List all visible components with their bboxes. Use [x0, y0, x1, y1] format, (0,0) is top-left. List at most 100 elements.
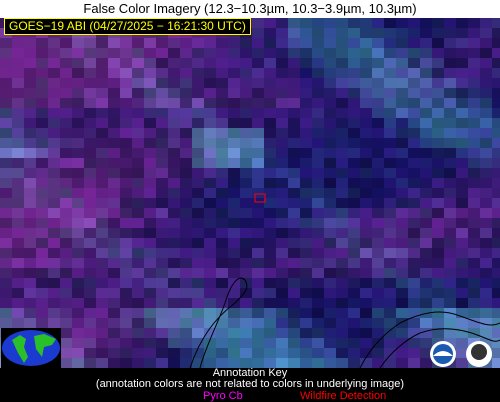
- pixel-block: [12, 78, 24, 88]
- pixel-block: [48, 98, 60, 108]
- pixel-block: [372, 88, 384, 98]
- pixel-block: [228, 78, 240, 88]
- pixel-block: [144, 88, 156, 98]
- pixel-block: [384, 128, 396, 138]
- pixel-block: [132, 298, 144, 308]
- pixel-block: [348, 58, 360, 68]
- pixel-block: [228, 238, 240, 248]
- pixel-block: [336, 318, 348, 328]
- pixel-block: [264, 328, 276, 338]
- pixel-block: [156, 178, 168, 188]
- cimss-center: [471, 344, 487, 360]
- pixel-block: [396, 58, 408, 68]
- pixel-block: [300, 168, 312, 178]
- pixel-block: [432, 328, 444, 338]
- pixel-block: [300, 218, 312, 228]
- pixel-block: [300, 118, 312, 128]
- pixel-block: [168, 248, 180, 258]
- pixel-block: [36, 188, 48, 198]
- pixel-block: [348, 338, 360, 348]
- pixel-block: [384, 288, 396, 298]
- pixel-block: [84, 68, 96, 78]
- pixel-block: [192, 318, 204, 328]
- pixel-block: [456, 288, 468, 298]
- pixel-block: [60, 358, 72, 368]
- pixel-block: [264, 278, 276, 288]
- pixel-block: [156, 258, 168, 268]
- pixel-block: [204, 268, 216, 278]
- pixel-block: [300, 38, 312, 48]
- pixel-block: [12, 198, 24, 208]
- pixel-block: [360, 128, 372, 138]
- pixel-block: [300, 298, 312, 308]
- pixel-block: [300, 338, 312, 348]
- pixel-block: [120, 98, 132, 108]
- pixel-block: [60, 328, 72, 338]
- pixel-block: [492, 28, 500, 38]
- pixel-block: [252, 208, 264, 218]
- pixel-block: [156, 58, 168, 68]
- pixel-block: [12, 118, 24, 128]
- pixel-block: [264, 258, 276, 268]
- pixel-block: [372, 188, 384, 198]
- pixel-block: [384, 88, 396, 98]
- pixel-block: [480, 278, 492, 288]
- pixel-block: [144, 328, 156, 338]
- pixel-block: [132, 288, 144, 298]
- pixel-block: [228, 158, 240, 168]
- pixel-block: [12, 58, 24, 68]
- pixel-block: [144, 298, 156, 308]
- pixel-block: [156, 188, 168, 198]
- pixel-block: [192, 78, 204, 88]
- pixel-block: [456, 138, 468, 148]
- pixel-block: [72, 88, 84, 98]
- pixel-block: [300, 228, 312, 238]
- cimss-logo: [466, 341, 492, 367]
- pixel-block: [312, 228, 324, 238]
- pixel-block: [360, 88, 372, 98]
- pixel-block: [264, 38, 276, 48]
- pixel-block: [276, 18, 288, 28]
- pixel-block: [456, 278, 468, 288]
- pixel-block: [84, 158, 96, 168]
- pixel-block: [300, 328, 312, 338]
- pixel-block: [84, 198, 96, 208]
- pixel-block: [444, 338, 456, 348]
- pixel-block: [36, 198, 48, 208]
- pixel-block: [240, 158, 252, 168]
- pixel-block: [480, 288, 492, 298]
- pixel-block: [240, 38, 252, 48]
- pixel-block: [84, 278, 96, 288]
- pixel-block: [156, 288, 168, 298]
- pixel-block: [24, 38, 36, 48]
- pixel-block: [492, 318, 500, 328]
- pixel-block: [276, 48, 288, 58]
- pixel-block: [468, 118, 480, 128]
- pixel-block: [252, 138, 264, 148]
- pixel-block: [372, 238, 384, 248]
- pixel-block: [420, 198, 432, 208]
- pixel-block: [36, 228, 48, 238]
- pixel-block: [96, 158, 108, 168]
- pixel-block: [300, 148, 312, 158]
- pixel-block: [132, 278, 144, 288]
- pixel-block: [300, 98, 312, 108]
- pixel-block: [156, 138, 168, 148]
- pixel-block: [300, 88, 312, 98]
- pixel-block: [216, 88, 228, 98]
- pixel-block: [204, 348, 216, 358]
- pixel-block: [396, 158, 408, 168]
- pixel-block: [336, 268, 348, 278]
- pixel-block: [48, 268, 60, 278]
- pixel-block: [396, 228, 408, 238]
- pixel-block: [144, 138, 156, 148]
- pixel-block: [480, 88, 492, 98]
- pixel-block: [180, 168, 192, 178]
- noaa-bird: [433, 351, 453, 356]
- pixel-block: [300, 188, 312, 198]
- pixel-block: [288, 238, 300, 248]
- pixel-block: [252, 278, 264, 288]
- pixel-block: [396, 258, 408, 268]
- pixel-block: [84, 248, 96, 258]
- pixel-block: [324, 158, 336, 168]
